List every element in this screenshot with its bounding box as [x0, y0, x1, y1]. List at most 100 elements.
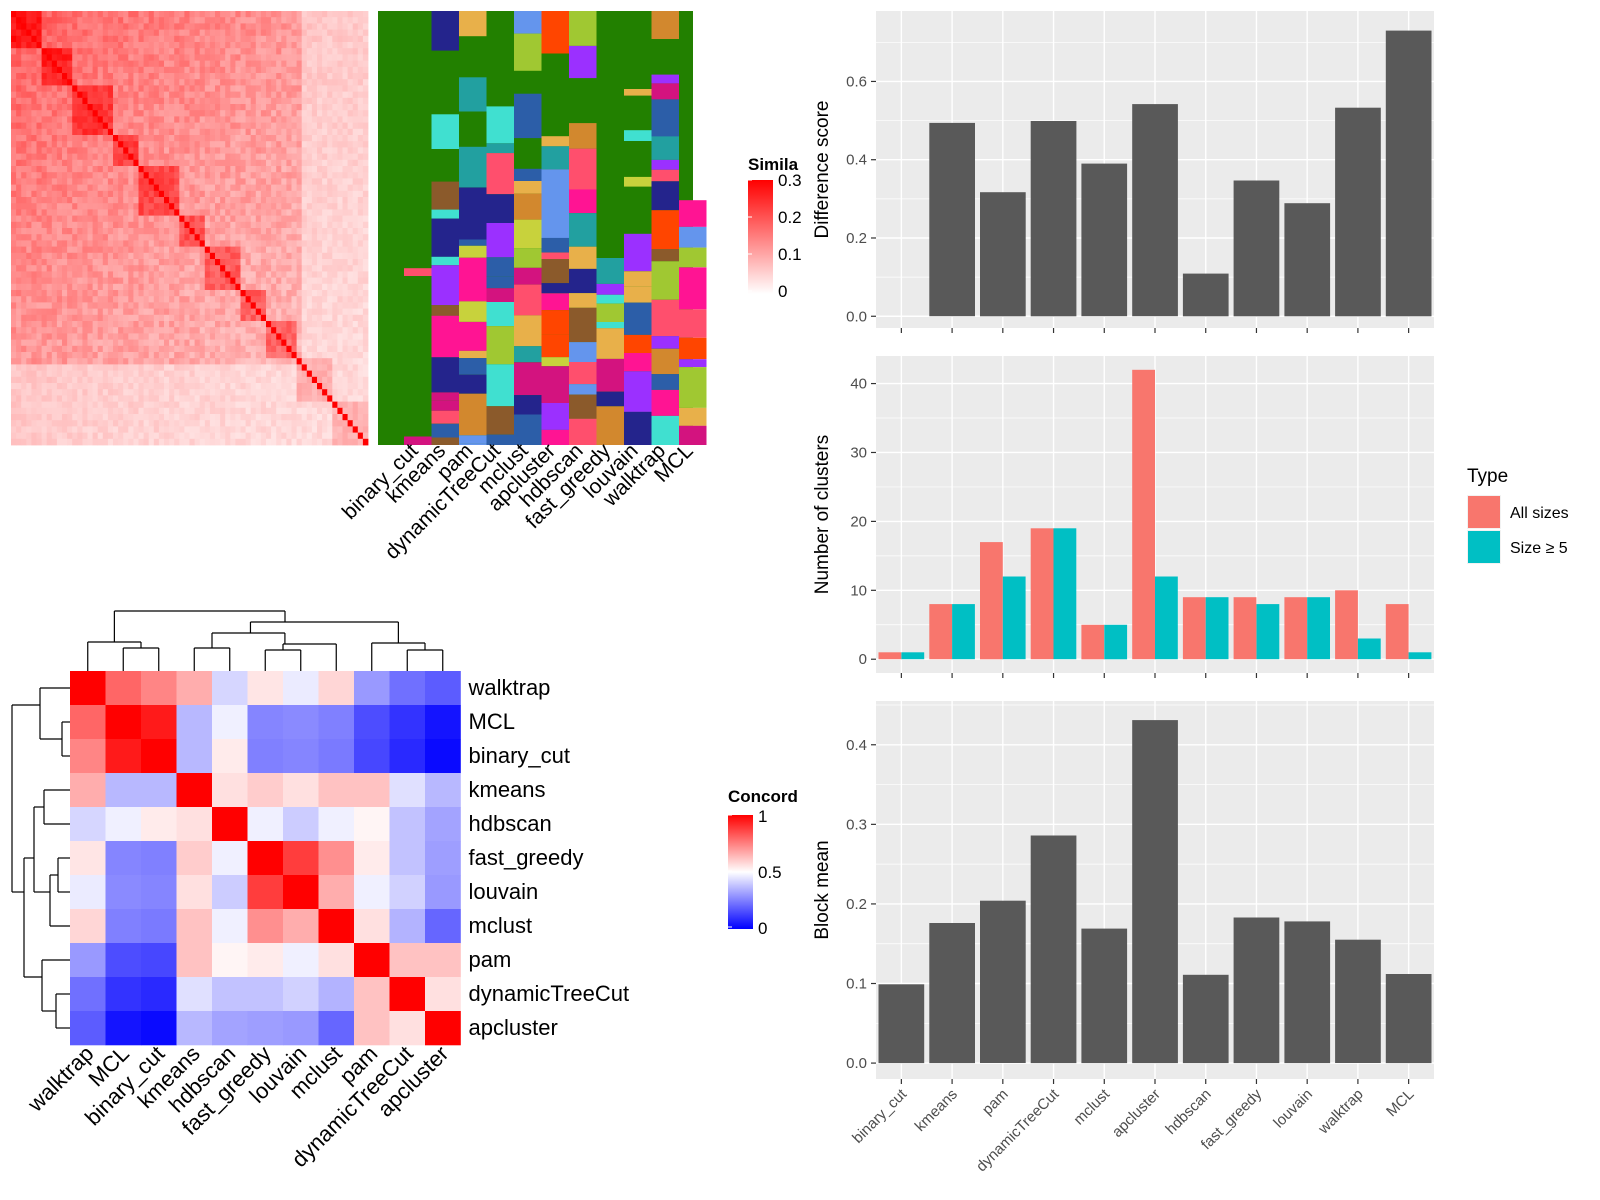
similarity-cell: [250, 327, 257, 334]
similarity-cell: [56, 135, 63, 142]
similarity-cell: [245, 42, 252, 49]
similarity-cell: [260, 302, 267, 309]
similarity-cell: [11, 395, 17, 402]
similarity-cell: [46, 290, 53, 297]
similarity-cell: [102, 401, 109, 409]
similarity-cell: [148, 104, 155, 111]
similarity-cell: [51, 17, 58, 24]
similarity-cell: [255, 215, 262, 223]
similarity-cell: [311, 302, 318, 309]
similarity-cell: [118, 252, 124, 260]
similarity-cell: [128, 414, 134, 421]
similarity-cell: [148, 401, 155, 409]
similarity-cell: [194, 116, 201, 123]
similarity-cell: [143, 203, 150, 210]
similarity-cell: [357, 426, 364, 433]
similarity-cell: [102, 234, 109, 241]
similarity-cell: [235, 339, 241, 347]
similarity-cell: [327, 240, 333, 247]
similarity-cell: [266, 302, 272, 309]
similarity-cell: [332, 370, 338, 378]
similarity-cell: [220, 29, 226, 37]
similarity-cell: [342, 79, 348, 86]
similarity-cell: [153, 333, 160, 340]
similarity-cell: [260, 345, 267, 353]
similarity-cell: [97, 135, 104, 142]
cluster-cell: [569, 384, 597, 395]
similarity-cell: [21, 395, 27, 402]
similarity-cell: [225, 17, 231, 24]
similarity-cell: [337, 426, 343, 433]
similarity-cell: [164, 364, 170, 371]
similarity-cell: [276, 190, 282, 198]
similarity-cell: [199, 252, 206, 260]
similarity-cell: [296, 246, 303, 254]
similarity-cell: [36, 339, 42, 347]
similarity-cell: [362, 283, 369, 291]
similarity-cell: [102, 228, 109, 235]
similarity-cell: [138, 302, 144, 309]
similarity-cell: [67, 209, 73, 216]
similarity-cell: [158, 79, 165, 86]
similarity-cell: [11, 97, 17, 105]
similarity-cell: [250, 141, 257, 148]
similarity-cell: [72, 321, 78, 328]
similarity-cell: [16, 153, 22, 161]
similarity-cell: [255, 23, 262, 30]
similarity-cell: [220, 178, 226, 185]
similarity-cell: [143, 159, 150, 167]
similarity-cell: [220, 17, 226, 24]
similarity-cell: [352, 60, 359, 68]
similarity-cell: [143, 178, 150, 185]
similarity-cell: [235, 420, 241, 427]
similarity-cell: [266, 395, 272, 402]
similarity-cell: [87, 339, 93, 347]
similarity-cell: [26, 265, 32, 272]
similarity-cell: [199, 302, 206, 309]
similarity-cell: [174, 66, 180, 74]
similarity-cell: [311, 159, 318, 167]
similarity-cell: [260, 432, 267, 440]
similarity-cell: [322, 203, 328, 210]
similarity-cell: [16, 358, 22, 365]
similarity-cell: [31, 302, 37, 309]
similarity-cell: [209, 302, 216, 309]
similarity-cell: [82, 203, 88, 210]
similarity-cell: [235, 23, 241, 30]
cluster-cell: [486, 326, 514, 365]
similarity-cell: [158, 135, 165, 142]
similarity-cell: [118, 178, 124, 185]
similarity-cell: [87, 296, 93, 303]
similarity-cell: [306, 23, 313, 30]
similarity-cell: [286, 60, 292, 68]
similarity-cell: [62, 228, 68, 235]
similarity-cell: [56, 321, 63, 328]
similarity-cell: [255, 333, 262, 340]
similarity-cell: [296, 432, 303, 440]
similarity-cell: [306, 141, 313, 148]
similarity-cell: [260, 85, 267, 92]
similarity-cell: [107, 265, 114, 272]
similarity-cell: [255, 128, 262, 136]
similarity-cell: [97, 60, 104, 68]
similarity-cell: [77, 73, 83, 80]
similarity-cell: [347, 178, 354, 185]
similarity-cell: [260, 438, 267, 446]
similarity-cell: [113, 314, 119, 322]
similarity-cell: [174, 265, 180, 272]
similarity-cell: [164, 23, 170, 30]
similarity-cell: [296, 128, 303, 136]
similarity-cell: [250, 66, 257, 74]
similarity-cell: [332, 97, 338, 105]
similarity-cell: [332, 153, 338, 161]
similarity-cell: [342, 259, 348, 266]
similarity-cell: [255, 327, 262, 334]
similarity-cell: [26, 364, 32, 371]
similarity-cell: [209, 327, 216, 334]
similarity-cell: [11, 190, 17, 198]
similarity-cell: [271, 333, 277, 340]
similarity-cell: [271, 228, 277, 235]
similarity-cell: [220, 308, 226, 316]
similarity-cell: [46, 197, 53, 204]
similarity-cell: [337, 60, 343, 68]
